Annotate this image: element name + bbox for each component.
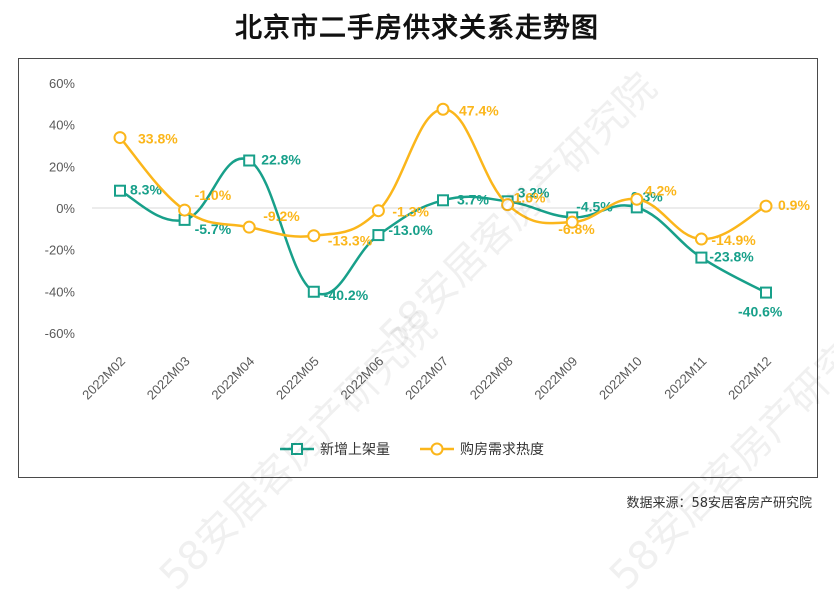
- demand-data-label: 4.2%: [645, 182, 677, 198]
- demand-point: [436, 102, 450, 116]
- demand-data-label: 33.8%: [138, 131, 178, 147]
- demand-point: [242, 220, 256, 234]
- demand-point: [694, 232, 708, 246]
- supply-data-label: -40.2%: [324, 287, 369, 303]
- supply-data-label: -40.6%: [738, 304, 783, 320]
- x-tick-label: 2022M11: [661, 354, 709, 402]
- demand-data-label: -1.0%: [195, 187, 232, 203]
- legend-marker: [291, 443, 303, 455]
- series-layer: 8.3%-5.7%22.8%-40.2%-13.0%3.7% 3.2%-4.5%0…: [113, 102, 810, 320]
- supply-point: [372, 229, 385, 242]
- demand-data-label: -6.8%: [558, 221, 595, 237]
- demand-data-label: 1.6%: [514, 190, 546, 206]
- x-tick-label: 2022M08: [467, 354, 516, 403]
- x-tick-label: 2022M02: [79, 354, 128, 403]
- demand-point: [307, 229, 321, 243]
- demand-data-label: 47.4%: [459, 102, 499, 118]
- x-tick-label: 2022M06: [338, 354, 387, 403]
- demand-data-label: -14.9%: [711, 232, 756, 248]
- demand-point: [371, 204, 385, 218]
- x-axis: 2022M02 2022M03 2022M04 2022M05 2022M06 2022M…: [79, 354, 774, 403]
- supply-data-label: -23.8%: [709, 249, 754, 265]
- legend-label: 新增上架量: [320, 441, 390, 457]
- legend: 新增上架量 购房需求热度: [280, 441, 544, 457]
- demand-data-label: -13.3%: [328, 233, 373, 249]
- supply-point: [114, 184, 126, 197]
- y-tick-label: -20%: [45, 243, 76, 258]
- y-tick-label: 40%: [49, 118, 75, 133]
- x-tick-label: 2022M10: [596, 354, 645, 403]
- supply-point: [695, 251, 708, 264]
- demand-point: [565, 215, 579, 229]
- demand-point: [630, 192, 644, 206]
- demand-line: [119, 107, 767, 241]
- legend-marker: [430, 442, 444, 456]
- x-tick-label: 2022M03: [144, 354, 193, 403]
- supply-data-label: 8.3%: [130, 182, 162, 198]
- demand-point: [113, 131, 127, 145]
- supply-data-label: -13.0%: [388, 222, 433, 238]
- supply-point: [760, 286, 772, 299]
- x-tick-label: 2022M04: [208, 354, 257, 403]
- x-tick-label: 2022M12: [725, 354, 774, 403]
- x-tick-label: 2022M09: [531, 354, 580, 403]
- supply-point: [307, 285, 320, 298]
- data-source: 数据来源：58安居客房产研究院: [626, 496, 812, 511]
- line-chart: 60%40%20%0%-20%-40%-60% 2022M02 2022M03 20…: [45, 76, 811, 457]
- demand-point: [759, 199, 773, 213]
- y-tick-label: 60%: [49, 76, 75, 91]
- chart-frame: [18, 58, 818, 478]
- demand-data-label: -9.2%: [263, 208, 300, 224]
- y-tick-label: -40%: [45, 284, 76, 299]
- demand-point: [178, 203, 192, 217]
- chart-title: 北京市二手房供求关系走势图: [235, 13, 599, 44]
- x-tick-label: 2022M05: [273, 354, 322, 403]
- demand-data-label: 0.9%: [778, 197, 810, 213]
- supply-data-label: 22.8%: [261, 152, 301, 168]
- demand-data-label: -1.3%: [392, 204, 429, 220]
- x-tick-label: 2022M07: [402, 354, 451, 403]
- y-tick-label: 20%: [49, 159, 75, 174]
- y-tick-label: -60%: [45, 326, 76, 341]
- supply-data-label: 3.7%: [457, 191, 489, 207]
- y-tick-label: 0%: [56, 201, 75, 216]
- supply-point: [243, 154, 256, 167]
- supply-point: [437, 194, 449, 207]
- supply-data-label: 3.2%: [518, 184, 550, 200]
- y-axis: 60% 40% 20% 0% -20% -40% -60%: [45, 76, 800, 341]
- supply-line: [119, 157, 767, 296]
- legend-label: 购房需求热度: [460, 441, 544, 457]
- demand-point: [501, 198, 515, 212]
